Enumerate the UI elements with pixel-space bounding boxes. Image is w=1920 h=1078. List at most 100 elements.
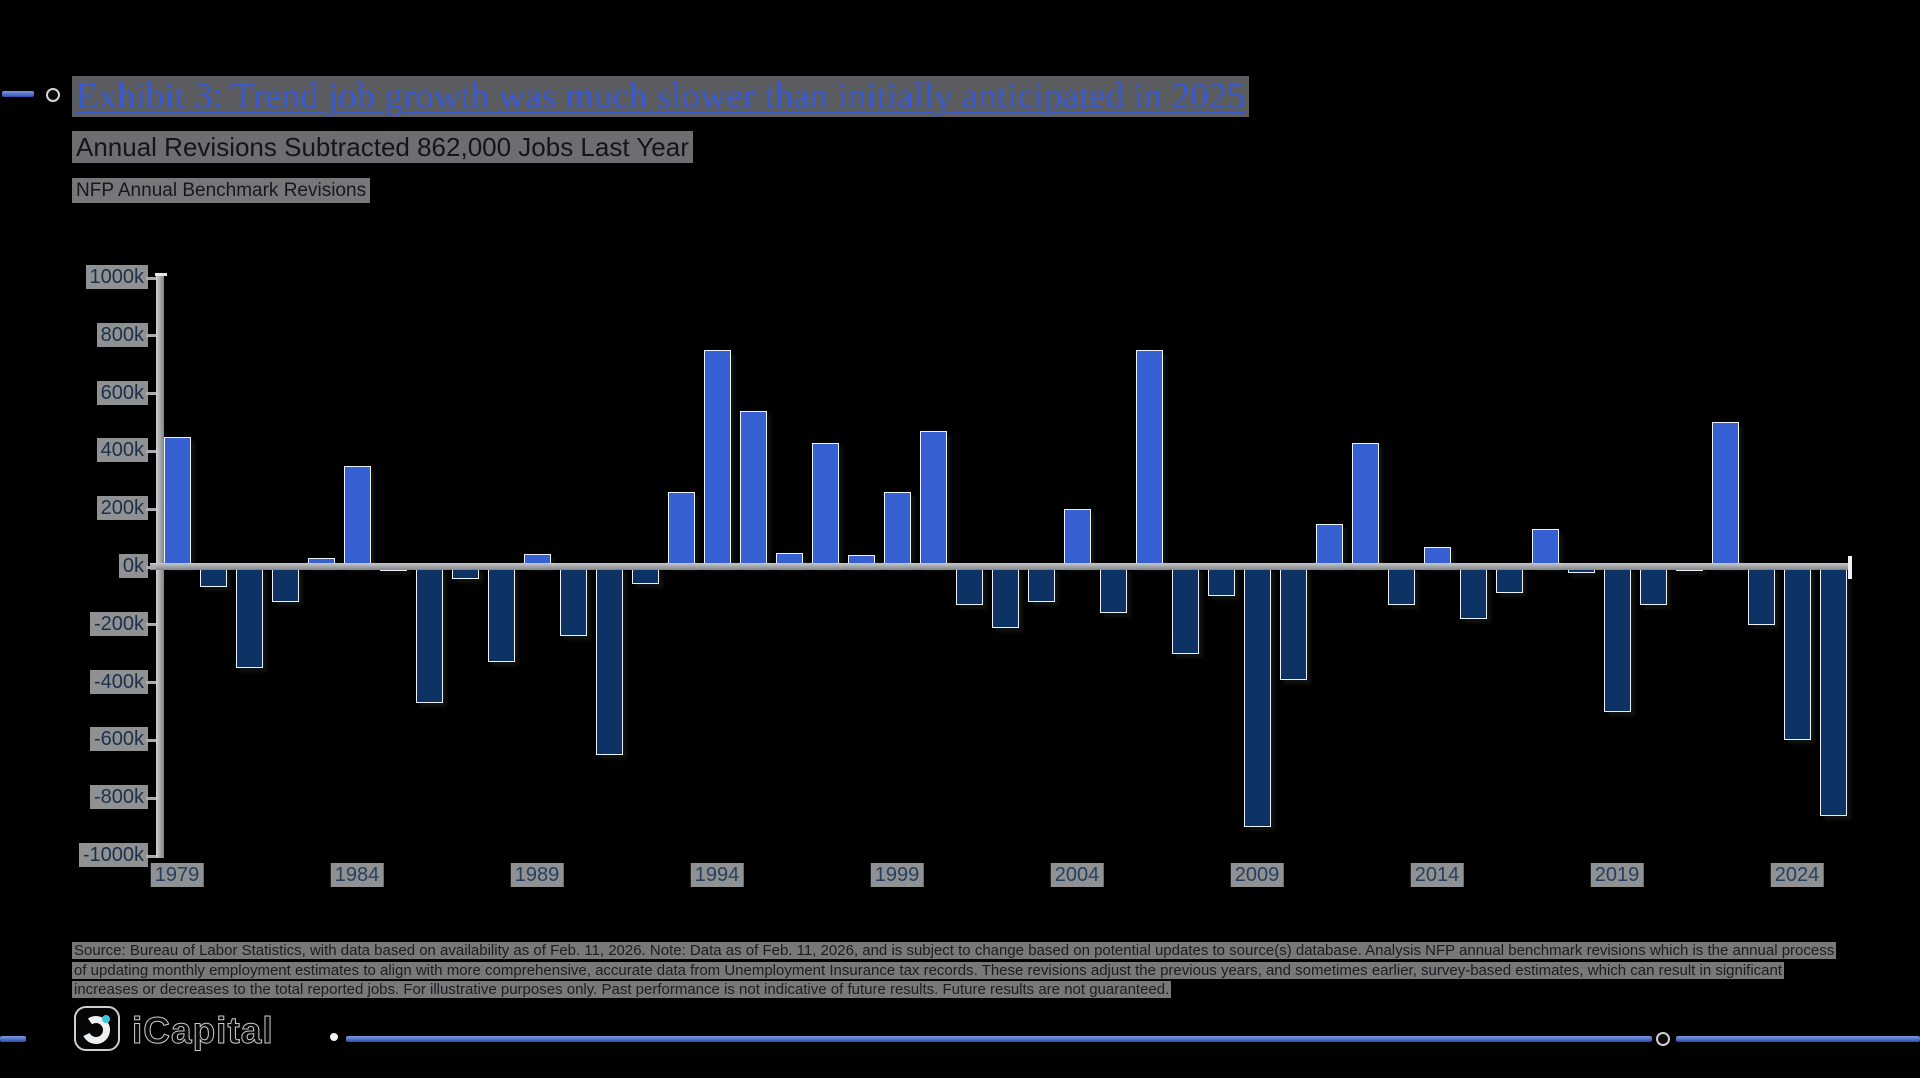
bar-2015 <box>1459 567 1487 619</box>
disclaimer-line: increases or decreases to the total repo… <box>72 981 1172 998</box>
y-axis-label-text: -600k <box>89 727 148 752</box>
bar-2023 <box>1747 567 1775 625</box>
bar-2013 <box>1387 567 1415 605</box>
bar-1993 <box>667 492 695 567</box>
bar-1988 <box>487 567 515 662</box>
bar-2009 <box>1243 567 1271 827</box>
x-axis-label: 1984 <box>330 863 384 887</box>
x-axis-label-text: 1989 <box>510 863 564 887</box>
y-axis-tick <box>146 276 156 280</box>
title-accent-dash <box>2 91 34 97</box>
y-axis-tick <box>146 854 156 858</box>
icapital-wordmark: iCapital <box>132 1010 274 1052</box>
y-axis-label-text: -200k <box>89 611 148 636</box>
bar-1995 <box>739 411 767 567</box>
bar-2002 <box>991 567 1019 628</box>
y-axis-label-text: 200k <box>96 496 148 521</box>
bar-1980 <box>199 567 227 587</box>
bar-2010 <box>1279 567 1307 680</box>
x-axis-end-tick <box>1848 556 1852 579</box>
y-axis-label-text: 800k <box>96 322 148 347</box>
bar-1986 <box>415 567 443 703</box>
bar-2001 <box>955 567 983 605</box>
y-axis-tick <box>146 681 156 685</box>
y-axis-label-text: 400k <box>96 438 148 463</box>
x-axis-label: 2009 <box>1230 863 1284 887</box>
bar-1984 <box>343 466 371 567</box>
y-axis-label: 1000k <box>40 265 148 289</box>
y-axis-tick <box>146 565 156 569</box>
footer-rule-right <box>1676 1036 1920 1042</box>
page-subtitle: Annual Revisions Subtracted 862,000 Jobs… <box>72 131 693 163</box>
y-axis-label: 800k <box>40 322 148 347</box>
footer-rule-middle <box>346 1036 1652 1042</box>
bar-2019 <box>1603 567 1631 712</box>
y-axis-label: -600k <box>40 727 148 752</box>
y-axis-tick <box>146 796 156 800</box>
chart-tag-text: NFP Annual Benchmark Revisions <box>72 178 371 203</box>
c-mark-icon <box>82 1015 110 1044</box>
bar-2003 <box>1027 567 1055 602</box>
chart-tag: NFP Annual Benchmark Revisions <box>72 178 371 203</box>
y-axis-tick <box>146 507 156 511</box>
x-axis-label: 1994 <box>690 863 744 887</box>
page-title: Exhibit 3: Trend job growth was much slo… <box>72 76 1250 118</box>
bar-1990 <box>559 567 587 636</box>
x-axis-label-text: 2009 <box>1230 863 1284 887</box>
bar-1982 <box>271 567 299 602</box>
x-axis-label-text: 1999 <box>870 863 924 887</box>
y-axis-tick <box>146 449 156 453</box>
disclaimer-line: Source: Bureau of Labor Statistics, with… <box>72 942 1837 959</box>
bar-2008 <box>1207 567 1235 596</box>
bar-2017 <box>1531 529 1559 567</box>
x-axis-label: 1999 <box>870 863 924 887</box>
y-axis-label: -1000k <box>40 843 148 867</box>
y-axis-label: 200k <box>40 496 148 521</box>
bar-2012 <box>1351 443 1379 567</box>
bar-2011 <box>1315 524 1343 567</box>
x-axis-label: 1989 <box>510 863 564 887</box>
bar-2025 <box>1819 567 1847 816</box>
disclaimer-line: of updating monthly employment estimates… <box>72 961 1785 979</box>
y-axis-label-text: -800k <box>89 785 148 810</box>
page-subtitle-text: Annual Revisions Subtracted 862,000 Jobs… <box>72 131 693 163</box>
y-axis-label: -800k <box>40 785 148 810</box>
x-axis-label: 1979 <box>150 863 204 887</box>
y-axis-label: 400k <box>40 438 148 463</box>
x-axis-label-text: 1984 <box>330 863 384 887</box>
title-bullet-icon <box>46 88 60 102</box>
bar-2004 <box>1063 509 1091 567</box>
y-axis-label-text: -1000k <box>78 843 148 867</box>
bar-2016 <box>1495 567 1523 593</box>
source-disclaimer: Source: Bureau of Labor Statistics, with… <box>72 941 1872 1000</box>
x-axis-label: 2004 <box>1050 863 1104 887</box>
bar-2005 <box>1099 567 1127 613</box>
y-axis-label-text: 1000k <box>85 265 148 289</box>
x-axis-label: 2024 <box>1770 863 1824 887</box>
y-axis-label: -200k <box>40 611 148 636</box>
bar-2007 <box>1171 567 1199 654</box>
bar-1994 <box>703 350 731 567</box>
x-axis-zero-line <box>150 563 1852 570</box>
footer-rule-ring-icon <box>1656 1032 1670 1046</box>
x-axis-label-text: 2014 <box>1410 863 1464 887</box>
bar-2020 <box>1639 567 1667 605</box>
x-axis-label: 2014 <box>1410 863 1464 887</box>
bar-2024 <box>1783 567 1811 740</box>
x-axis-label-text: 2019 <box>1590 863 1644 887</box>
y-axis-tick <box>146 623 156 627</box>
y-axis-tick <box>146 392 156 396</box>
bar-1999 <box>883 492 911 567</box>
x-axis-label: 2019 <box>1590 863 1644 887</box>
x-axis-label-text: 2004 <box>1050 863 1104 887</box>
bar-1979 <box>163 437 191 567</box>
x-axis-label-text: 2024 <box>1770 863 1824 887</box>
bar-2022 <box>1711 422 1739 567</box>
bar-1981 <box>235 567 263 668</box>
bar-2006 <box>1135 350 1163 567</box>
y-axis-label: 0k <box>40 554 148 578</box>
y-axis-tick <box>146 334 156 338</box>
separator-dot-icon <box>330 1033 338 1041</box>
y-axis-label: -400k <box>40 669 148 694</box>
y-axis-label-text: 0k <box>118 554 148 578</box>
